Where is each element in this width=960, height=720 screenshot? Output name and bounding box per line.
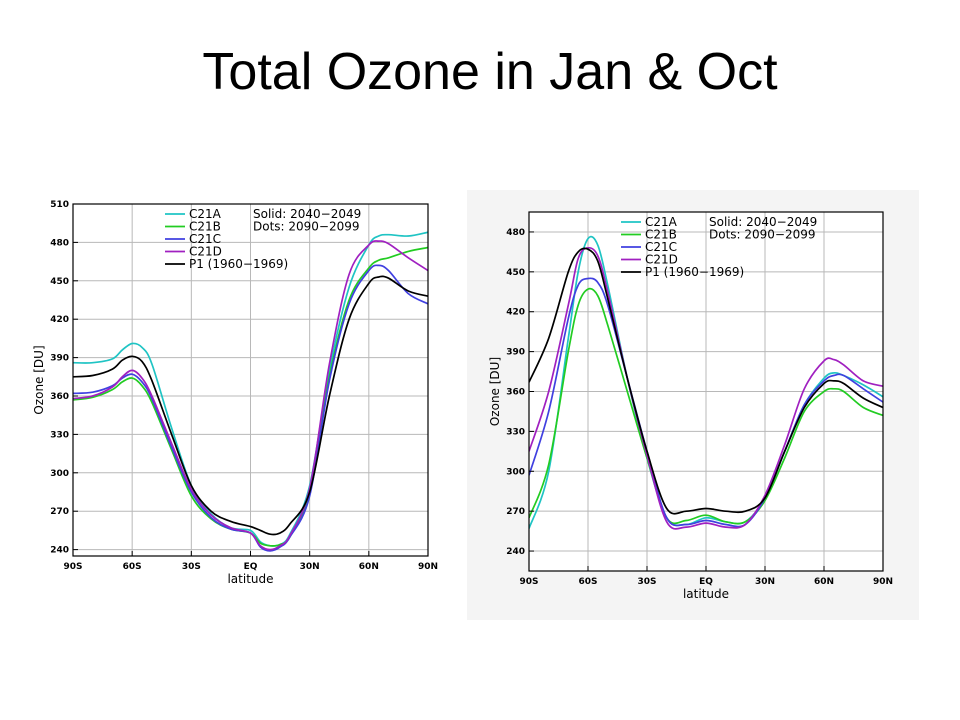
legend-entry: C21D — [645, 253, 678, 267]
series-line-c21b — [529, 287, 883, 525]
y-tick-label: 480 — [506, 228, 525, 238]
y-tick-label: 420 — [506, 308, 525, 318]
y-tick-label: 360 — [50, 392, 69, 402]
y-tick-label: 390 — [506, 348, 525, 358]
y-tick-label: 270 — [506, 507, 525, 517]
x-tick-label: EQ — [244, 562, 258, 572]
x-tick-label: 90N — [418, 562, 438, 572]
x-tick-label: EQ — [699, 577, 713, 587]
x-tick-label: 90S — [63, 562, 82, 572]
legend-entry: P1 (1960−1969) — [189, 257, 288, 271]
y-tick-label: 510 — [50, 200, 69, 210]
y-tick-label: 330 — [506, 427, 525, 437]
x-tick-label: 60S — [578, 577, 597, 587]
legend-note-dots: Dots: 2090−2099 — [253, 220, 360, 234]
legend-entry: C21C — [189, 232, 221, 246]
x-tick-label: 60S — [123, 562, 142, 572]
y-tick-label: 480 — [50, 238, 69, 248]
january-ozone-chart: 90S 60S 30S EQ 30N 60N 90N 240 270 300 330 360 390 42… — [32, 200, 438, 586]
october-ozone-chart: 90S 60S 30S EQ 30N 60N 90N 240 270 300 330 360 390 42… — [488, 211, 893, 601]
legend-entry: C21A — [645, 215, 678, 229]
x-tick-label: 90S — [519, 577, 538, 587]
series-line-p1 — [529, 247, 883, 515]
y-tick-label: 330 — [50, 430, 69, 440]
legend-note-solid: Solid: 2040−2049 — [709, 215, 817, 229]
y-tick-label: 300 — [506, 467, 525, 477]
y-axis-label: Ozone [DU] — [32, 345, 46, 414]
x-tick-label: 30S — [182, 562, 201, 572]
x-tick-label: 90N — [873, 577, 893, 587]
series-line-c21d — [73, 240, 428, 551]
y-tick-label: 390 — [50, 354, 69, 364]
x-tick-label: 60N — [814, 577, 834, 587]
x-axis-label: latitude — [683, 587, 729, 601]
x-tick-label: 30S — [637, 577, 656, 587]
y-tick-label: 270 — [50, 507, 69, 517]
y-tick-label: 300 — [50, 469, 69, 479]
legend-note-dots: Dots: 2090−2099 — [709, 228, 816, 242]
y-tick-label: 450 — [506, 268, 525, 278]
legend-entry: C21B — [645, 228, 677, 242]
x-axis-label: latitude — [227, 572, 273, 586]
series-line-c21b — [73, 246, 428, 547]
series-line-c21d — [529, 246, 883, 530]
legend-entry: C21B — [189, 220, 221, 234]
y-tick-label: 450 — [50, 277, 69, 287]
legend-entry: C21A — [189, 207, 222, 221]
y-tick-label: 240 — [50, 546, 69, 556]
y-tick-label: 420 — [50, 315, 69, 325]
slide-title: Total Ozone in Jan & Oct — [202, 43, 778, 101]
legend-entry: C21C — [645, 240, 677, 254]
x-tick-label: 60N — [359, 562, 379, 572]
legend-note-solid: Solid: 2040−2049 — [253, 207, 361, 221]
y-tick-label: 360 — [506, 388, 525, 398]
series-line-p1 — [73, 275, 428, 536]
legend-entry: P1 (1960−1969) — [645, 265, 744, 279]
x-tick-label: 30N — [755, 577, 775, 587]
series-line-c21c — [529, 277, 883, 528]
legend-entry: C21D — [189, 245, 222, 259]
y-tick-label: 240 — [506, 547, 525, 557]
y-axis-label: Ozone [DU] — [488, 357, 502, 426]
x-tick-label: 30N — [300, 562, 320, 572]
